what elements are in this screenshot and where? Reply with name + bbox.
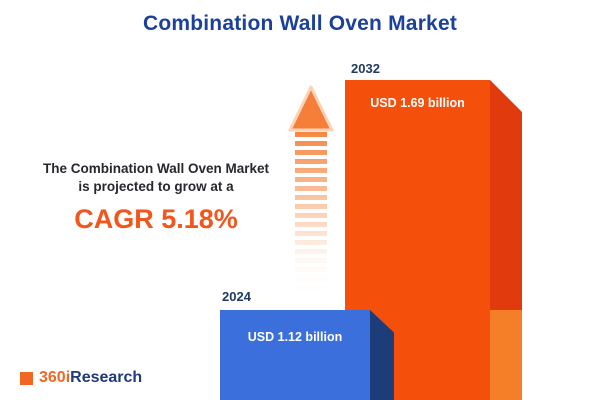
growth-text-line1: The Combination Wall Oven Market <box>42 161 270 176</box>
growth-arrow-head-icon <box>288 85 334 132</box>
bar-2024 <box>220 310 370 400</box>
growth-text-block: The Combination Wall Oven Market is proj… <box>10 160 302 235</box>
growth-arrow-fade-overlay <box>293 132 329 292</box>
growth-text-line2: is projected to grow at a <box>78 179 234 194</box>
bar-2032-year-label: 2032 <box>351 61 380 76</box>
chart-title: Combination Wall Oven Market <box>142 12 458 35</box>
cagr-value: CAGR 5.18% <box>74 204 238 234</box>
bar-2024-value-label: USD 1.12 billion <box>247 330 343 344</box>
logo-text: 360iResearch <box>39 369 142 387</box>
logo-square-icon <box>20 371 33 385</box>
logo-text-360: 360 <box>39 369 66 386</box>
brand-logo: 360iResearch <box>20 369 142 387</box>
bar-2024-year-label: 2024 <box>222 289 251 304</box>
bar-2032-value-label: USD 1.69 billion <box>370 96 465 110</box>
logo-text-i: i <box>65 369 71 386</box>
bar-2032-side-face <box>490 80 522 400</box>
logo-text-research: Research <box>70 369 143 386</box>
